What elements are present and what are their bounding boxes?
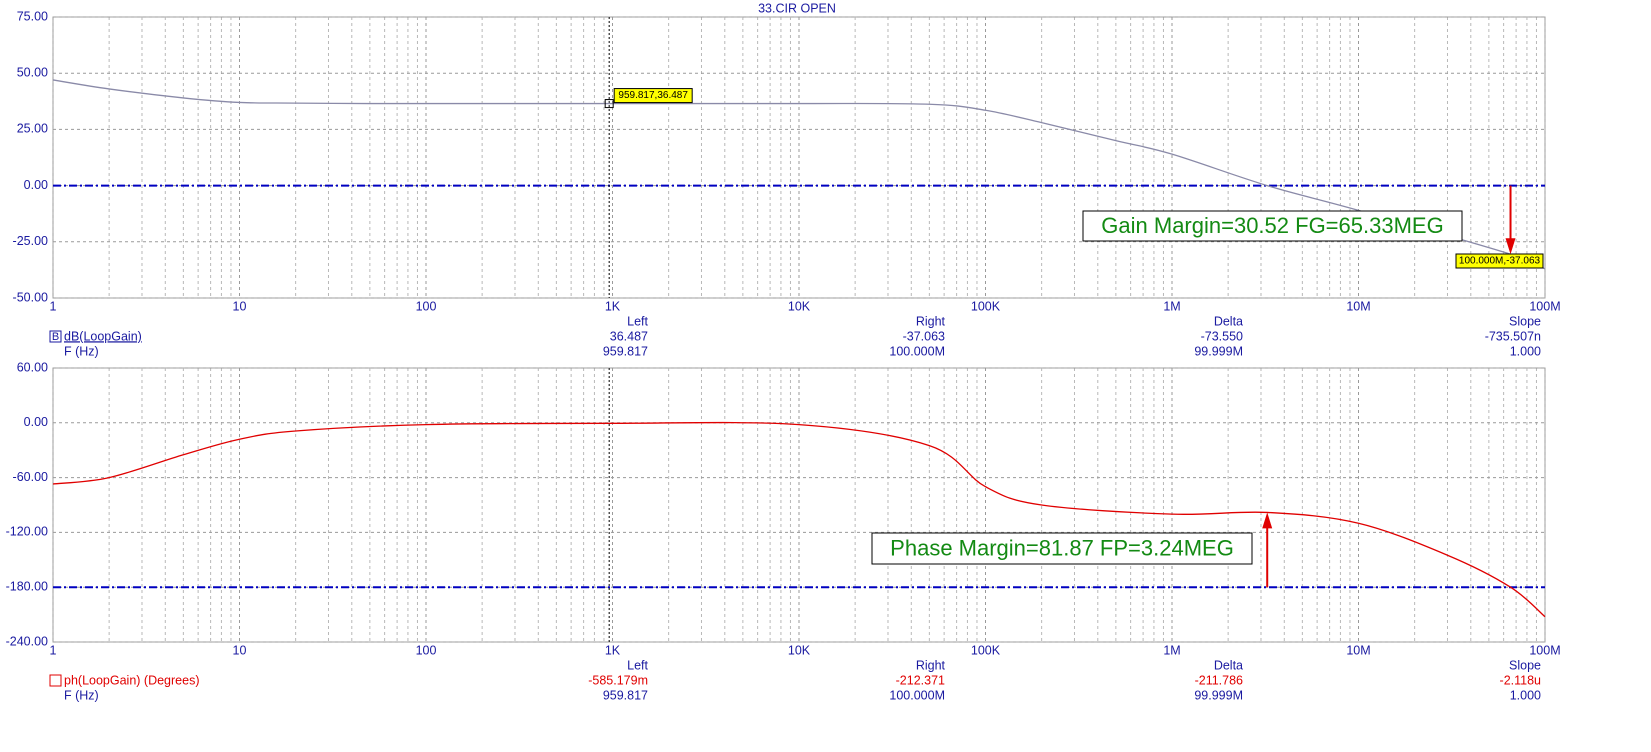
readout-value: 99.999M [1194, 344, 1243, 358]
x-tick-label: 10M [1346, 299, 1370, 313]
x-tick-label: 1 [50, 643, 57, 657]
cursor-label-box [613, 88, 693, 104]
x-tick-label: 100 [416, 299, 437, 313]
y-tick-label: 0.00 [24, 415, 48, 429]
series-line [52, 421, 1546, 618]
readout-value: -37.063 [903, 329, 945, 343]
x-tick-label: 10 [233, 299, 247, 313]
x-tick-label: 100M [1529, 299, 1560, 313]
legend-swatch [49, 674, 62, 687]
readout-header: Delta [1214, 658, 1243, 672]
x-tick-label: 100K [971, 643, 1001, 657]
annotation-box [871, 532, 1253, 565]
y-tick-label: -50.00 [13, 290, 48, 304]
readout-value: -73.550 [1201, 329, 1243, 343]
legend-label: dB(LoopGain) [64, 329, 142, 343]
readout-value: -2.118u [1500, 673, 1542, 687]
readout-value: 100.000M [889, 344, 945, 358]
x-tick-label: 1M [1163, 299, 1180, 313]
x-tick-label: 100 [416, 643, 437, 657]
readout-header: Slope [1509, 314, 1541, 328]
x-axis-label: F (Hz) [64, 688, 99, 702]
legend-marker-text: B [52, 331, 59, 343]
x-tick-label: 10 [233, 643, 247, 657]
arrow-head [1262, 512, 1273, 529]
x-tick-label: 10K [788, 643, 811, 657]
plot-frame [52, 367, 1546, 643]
readout-header: Delta [1214, 314, 1243, 328]
y-tick-label: -240.00 [6, 634, 48, 648]
readout-value: -585.179m [588, 673, 648, 687]
chart-title: 33.CIR OPEN [758, 1, 836, 15]
x-tick-label: 10M [1346, 643, 1370, 657]
legend-swatch [49, 330, 62, 343]
readout-value: 959.817 [603, 344, 648, 358]
cursor-label-box [1455, 253, 1544, 269]
readout-value: -212.371 [896, 673, 945, 687]
y-tick-label: -25.00 [13, 234, 48, 248]
cursor-point [604, 99, 614, 109]
annotation: Phase Margin=81.87 FP=3.24MEG [890, 535, 1234, 560]
y-tick-label: 0.00 [24, 178, 48, 192]
x-tick-label: 1M [1163, 643, 1180, 657]
readout-value: 100.000M [889, 688, 945, 702]
x-tick-label: 10K [788, 299, 811, 313]
readout-header: Right [916, 658, 946, 672]
y-tick-label: -60.00 [13, 470, 48, 484]
annotation: Gain Margin=30.52 FG=65.33MEG [1101, 213, 1443, 238]
y-tick-label: -120.00 [6, 525, 48, 539]
readout-value: 99.999M [1194, 688, 1243, 702]
readout-value: -735.507n [1485, 329, 1541, 343]
readout-value: -211.786 [1195, 673, 1243, 687]
y-tick-label: 60.00 [17, 360, 48, 374]
legend-label: ph(LoopGain) (Degrees) [64, 673, 200, 687]
series-line [52, 79, 1546, 270]
y-tick-label: 75.00 [17, 9, 48, 23]
readout-value: 1.000 [1510, 344, 1541, 358]
readout-header: Left [627, 314, 648, 328]
y-tick-label: 25.00 [17, 122, 48, 136]
cursor-label: 100.000M,-37.063 [1459, 256, 1541, 267]
y-tick-label: 50.00 [17, 65, 48, 79]
readout-value: 36.487 [610, 329, 648, 343]
x-tick-label: 100M [1529, 643, 1560, 657]
x-tick-label: 1K [605, 299, 621, 313]
readout-header: Slope [1509, 658, 1541, 672]
annotation-box [1082, 210, 1463, 242]
readout-value: 959.817 [603, 688, 648, 702]
y-tick-label: -180.00 [6, 579, 48, 593]
cursor-label: 959.817,36.487 [618, 90, 688, 101]
x-tick-label: 1K [605, 643, 621, 657]
arrow-head [1505, 238, 1516, 255]
readout-header: Right [916, 314, 946, 328]
x-tick-label: 1 [50, 299, 57, 313]
x-tick-label: 100K [971, 299, 1001, 313]
readout-value: 1.000 [1510, 688, 1541, 702]
readout-header: Left [627, 658, 648, 672]
x-axis-label: F (Hz) [64, 344, 99, 358]
